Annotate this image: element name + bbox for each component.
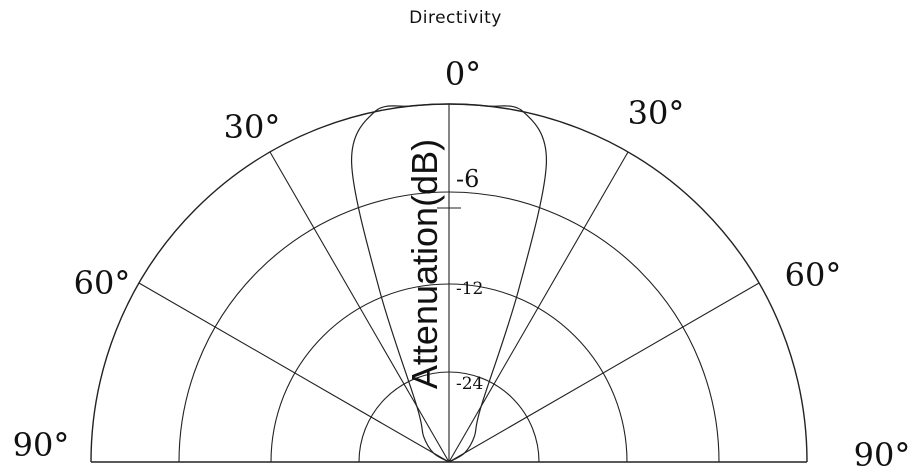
radial-spoke <box>448 151 629 463</box>
radial-spoke <box>448 282 760 463</box>
angle-tick-label: 30° <box>224 108 281 146</box>
radial-spoke <box>269 151 450 463</box>
ring-tick-label: -12 <box>456 279 483 299</box>
y-axis-label: Attenuation(dB) <box>404 139 445 389</box>
angle-tick-label: 60° <box>785 256 842 294</box>
ring-tick-label: -6 <box>456 165 479 193</box>
angle-tick-label: 90° <box>13 426 70 464</box>
directivity-series <box>350 103 548 463</box>
ring-tick-label: -24 <box>456 374 483 394</box>
polar-labels: 0° 30° 30° 60° 60° 90° 90° -6 -12 -24 <box>13 55 911 474</box>
angle-tick-label: 30° <box>628 94 685 132</box>
radial-spoke <box>138 282 450 463</box>
directivity-curve <box>350 103 548 463</box>
angle-tick-label: 0° <box>445 55 481 93</box>
angle-tick-label: 90° <box>854 436 911 474</box>
chart-title: Directivity <box>409 8 502 28</box>
polar-grid <box>90 103 808 463</box>
angle-tick-label: 60° <box>74 264 131 302</box>
